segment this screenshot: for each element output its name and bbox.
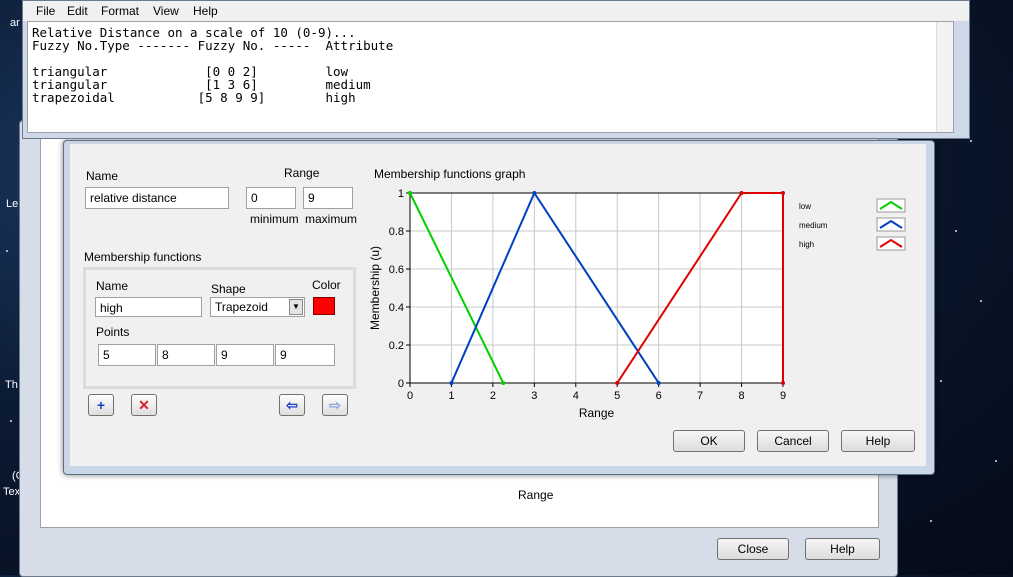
shape-select[interactable]: Trapezoid ▼	[210, 297, 305, 317]
shape-label: Shape	[211, 282, 246, 296]
y-tick-label: 0.2	[389, 340, 404, 352]
graph-title: Membership functions graph	[374, 167, 526, 181]
text-line: Fuzzy No.Type ------- Fuzzy No. ----- At…	[32, 38, 394, 53]
legend-swatch-medium	[876, 217, 906, 232]
series-line-high	[616, 192, 784, 384]
x-tick-label: 2	[490, 390, 496, 402]
y-tick-label: 0.8	[389, 226, 404, 238]
series-line-low	[409, 192, 505, 384]
text-line: triangular [0 0 2] low	[32, 64, 349, 79]
color-label: Color	[312, 278, 341, 292]
menu-file[interactable]: File	[36, 4, 56, 18]
help-button[interactable]: Help	[841, 430, 915, 452]
cancel-button[interactable]: Cancel	[757, 430, 829, 452]
series-point-high	[615, 381, 620, 385]
shape-value: Trapezoid	[215, 300, 268, 314]
background-axis-label: Range	[518, 488, 554, 502]
x-tick-label: 1	[448, 390, 454, 402]
dialog-body: Name relative distance Range 0 9 minimum…	[70, 144, 926, 466]
legend-line-high	[879, 238, 903, 248]
menu-help[interactable]: Help	[193, 4, 218, 18]
x-tick-label: 6	[656, 390, 662, 402]
membership-functions-label: Membership functions	[84, 250, 202, 264]
ok-button[interactable]: OK	[673, 430, 745, 452]
series-point-medium	[449, 381, 454, 385]
desktop-fragment-b: Le	[6, 198, 19, 210]
next-function-button[interactable]: ⇨	[322, 394, 348, 416]
vertical-scrollbar[interactable]	[936, 22, 953, 132]
series-point-high	[739, 191, 744, 195]
y-tick-label: 0.6	[389, 264, 404, 276]
legend-swatch-high	[876, 236, 906, 251]
menu-view[interactable]: View	[153, 4, 179, 18]
series-point-low	[408, 191, 412, 195]
x-tick-label: 3	[531, 390, 537, 402]
y-tick-label: 0	[398, 378, 404, 390]
text-editor[interactable]: Relative Distance on a scale of 10 (0-9)…	[27, 21, 954, 133]
points-label: Points	[96, 325, 130, 339]
color-swatch[interactable]	[313, 297, 335, 315]
x-tick-label: 8	[738, 390, 744, 402]
x-tick-label: 7	[697, 390, 703, 402]
x-tick-label: 4	[573, 390, 579, 402]
text-line: Relative Distance on a scale of 10 (0-9)…	[32, 25, 356, 40]
legend-label-high: high	[799, 240, 814, 249]
x-tick-label: 9	[780, 390, 786, 402]
membership-function-group: Name high Shape Trapezoid ▼ Color Points…	[83, 267, 356, 389]
legend-label-low: low	[799, 202, 811, 211]
range-min-field[interactable]: 0	[246, 187, 296, 209]
series-point-low	[501, 381, 506, 385]
x-tick-label: 5	[614, 390, 620, 402]
legend-swatch-low	[876, 198, 906, 213]
variable-name-field[interactable]: relative distance	[85, 187, 229, 209]
text-line: trapezoidal [5 8 9 9] high	[32, 90, 356, 105]
point-field-1[interactable]: 5	[98, 344, 156, 366]
add-function-button[interactable]: +	[88, 394, 114, 416]
legend-label-medium: medium	[799, 221, 828, 230]
menu-edit[interactable]: Edit	[67, 4, 88, 18]
x-tick-label: 0	[407, 390, 413, 402]
series-point-high	[781, 191, 785, 195]
desktop-fragment-a: ar	[10, 17, 20, 29]
desktop-fragment-d: (C	[12, 470, 24, 482]
point-field-2[interactable]: 8	[157, 344, 215, 366]
chevron-down-icon[interactable]: ▼	[289, 299, 303, 315]
x-axis-label: Range	[579, 406, 615, 420]
close-button[interactable]: Close	[717, 538, 789, 560]
maximum-label: maximum	[305, 212, 358, 226]
mf-name-field[interactable]: high	[95, 297, 202, 317]
series-point-high	[781, 381, 785, 385]
y-tick-label: 1	[398, 188, 404, 200]
previous-function-button[interactable]: ⇦	[279, 394, 305, 416]
right-arrow-icon: ⇨	[329, 397, 341, 413]
desktop-fragment-e: Tex	[3, 486, 21, 498]
menu-bar: File Edit Format View Help	[23, 1, 969, 21]
name-label: Name	[86, 169, 119, 183]
text-line: triangular [1 3 6] medium	[32, 77, 371, 92]
legend-line-low	[879, 200, 903, 210]
legend-line-medium	[879, 219, 903, 229]
desktop-fragment-c: Th	[5, 379, 18, 391]
delete-function-button[interactable]: ✕	[131, 394, 157, 416]
mf-name-label: Name	[96, 279, 129, 293]
membership-dialog: Name relative distance Range 0 9 minimum…	[63, 140, 935, 475]
range-max-field[interactable]: 9	[303, 187, 353, 209]
range-label: Range	[284, 166, 320, 180]
minimum-label: minimum	[250, 212, 299, 226]
point-field-3[interactable]: 9	[216, 344, 274, 366]
x-icon: ✕	[138, 397, 150, 413]
series-point-medium	[532, 191, 537, 195]
membership-graph: 0 1 2 3 4 5 6 7 8 9 0 0.2 0.4 0.6 0.8 1 Range Membership …	[368, 188, 906, 420]
y-axis-label: Membership (u)	[368, 246, 382, 330]
series-point-medium	[656, 381, 661, 385]
menu-format[interactable]: Format	[101, 4, 140, 18]
left-arrow-icon: ⇦	[286, 397, 298, 413]
y-tick-label: 0.4	[389, 302, 404, 314]
notepad-window: File Edit Format View Help Relative Dist…	[22, 0, 970, 139]
background-help-button[interactable]: Help	[805, 538, 880, 560]
point-field-4[interactable]: 9	[275, 344, 335, 366]
plus-icon: +	[96, 397, 106, 413]
